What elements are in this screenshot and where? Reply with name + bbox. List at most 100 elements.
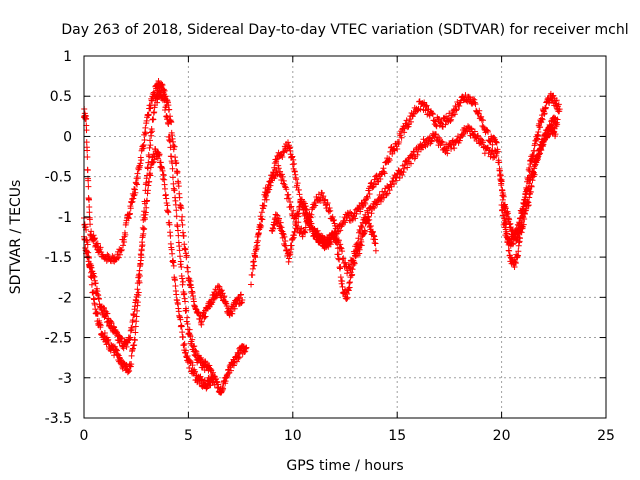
data-point xyxy=(280,149,287,156)
data-point xyxy=(252,253,259,260)
data-point xyxy=(525,185,532,192)
data-point xyxy=(108,320,115,327)
data-point xyxy=(276,215,283,222)
data-point xyxy=(120,242,127,249)
data-point xyxy=(290,156,297,163)
data-point xyxy=(344,270,351,277)
data-point xyxy=(522,196,529,203)
data-point xyxy=(326,240,333,247)
data-point xyxy=(339,278,346,285)
data-point xyxy=(471,96,478,103)
data-point xyxy=(400,169,407,176)
data-point xyxy=(471,99,478,106)
data-point xyxy=(321,197,328,204)
data-point xyxy=(182,298,189,305)
data-point xyxy=(496,159,503,166)
data-point xyxy=(134,286,141,293)
data-point xyxy=(287,251,294,258)
data-point xyxy=(285,195,292,202)
data-point xyxy=(364,194,371,201)
data-point xyxy=(516,234,523,241)
data-point xyxy=(175,232,182,239)
data-point xyxy=(209,299,216,306)
data-point xyxy=(399,126,406,133)
data-point xyxy=(459,93,466,100)
data-point xyxy=(366,190,373,197)
data-point xyxy=(527,189,534,196)
data-point xyxy=(189,336,196,343)
data-point xyxy=(417,106,424,113)
data-point xyxy=(463,97,470,104)
data-point xyxy=(134,181,141,188)
data-point xyxy=(358,223,365,230)
data-point xyxy=(118,246,125,253)
data-point xyxy=(202,313,209,320)
y-axis-label: SDTVAR / TECUs xyxy=(8,180,24,295)
data-point xyxy=(342,259,349,266)
data-point xyxy=(136,273,143,280)
data-point xyxy=(386,157,393,164)
data-point xyxy=(309,225,316,232)
data-point xyxy=(362,228,369,235)
data-point xyxy=(104,251,111,258)
data-point xyxy=(517,215,524,222)
data-point xyxy=(192,368,199,375)
data-point xyxy=(496,167,503,174)
data-point xyxy=(366,216,373,223)
data-point xyxy=(504,230,511,237)
data-point xyxy=(110,257,117,264)
data-point xyxy=(453,106,460,113)
data-point xyxy=(177,316,184,323)
data-point xyxy=(362,200,369,207)
data-point xyxy=(199,376,206,383)
data-point xyxy=(500,212,507,219)
data-point xyxy=(497,172,504,179)
data-point xyxy=(91,235,98,242)
data-point xyxy=(381,188,388,195)
data-point xyxy=(339,220,346,227)
data-point xyxy=(127,334,134,341)
data-point xyxy=(146,153,153,160)
data-point xyxy=(550,92,557,99)
data-point xyxy=(121,239,128,246)
data-point xyxy=(352,215,359,222)
data-point xyxy=(279,148,286,155)
data-point xyxy=(169,160,176,167)
data-point xyxy=(554,116,561,123)
data-point xyxy=(283,186,290,193)
data-point xyxy=(156,151,163,158)
data-point xyxy=(343,296,350,303)
data-point xyxy=(136,279,143,286)
data-point xyxy=(419,144,426,151)
data-point xyxy=(249,271,256,278)
data-point xyxy=(489,147,496,154)
data-point xyxy=(133,180,140,187)
data-point xyxy=(447,118,454,125)
data-point xyxy=(138,157,145,164)
data-point xyxy=(296,191,303,198)
data-point xyxy=(86,196,93,203)
data-point xyxy=(368,210,375,217)
y-tick-label: 0 xyxy=(63,129,72,145)
data-point xyxy=(530,169,537,176)
x-tick-label: 0 xyxy=(80,428,89,444)
data-point xyxy=(131,342,138,349)
data-point xyxy=(180,233,187,240)
data-point xyxy=(551,125,558,132)
data-point xyxy=(358,242,365,249)
data-point xyxy=(279,173,286,180)
data-point xyxy=(344,294,351,301)
data-point xyxy=(367,223,374,230)
data-point xyxy=(86,209,93,216)
data-point xyxy=(364,209,371,216)
data-point xyxy=(472,101,479,108)
data-point xyxy=(357,208,364,215)
data-point xyxy=(251,250,258,257)
data-point xyxy=(141,225,148,232)
series-track-i xyxy=(498,122,559,249)
data-point xyxy=(281,233,288,240)
data-point xyxy=(271,160,278,167)
data-point xyxy=(253,244,260,251)
y-tick-labels: -3.5 -3 -2.5 -2 -1.5 -1 -0.5 0 0.5 1 xyxy=(45,49,72,427)
data-point xyxy=(277,219,284,226)
